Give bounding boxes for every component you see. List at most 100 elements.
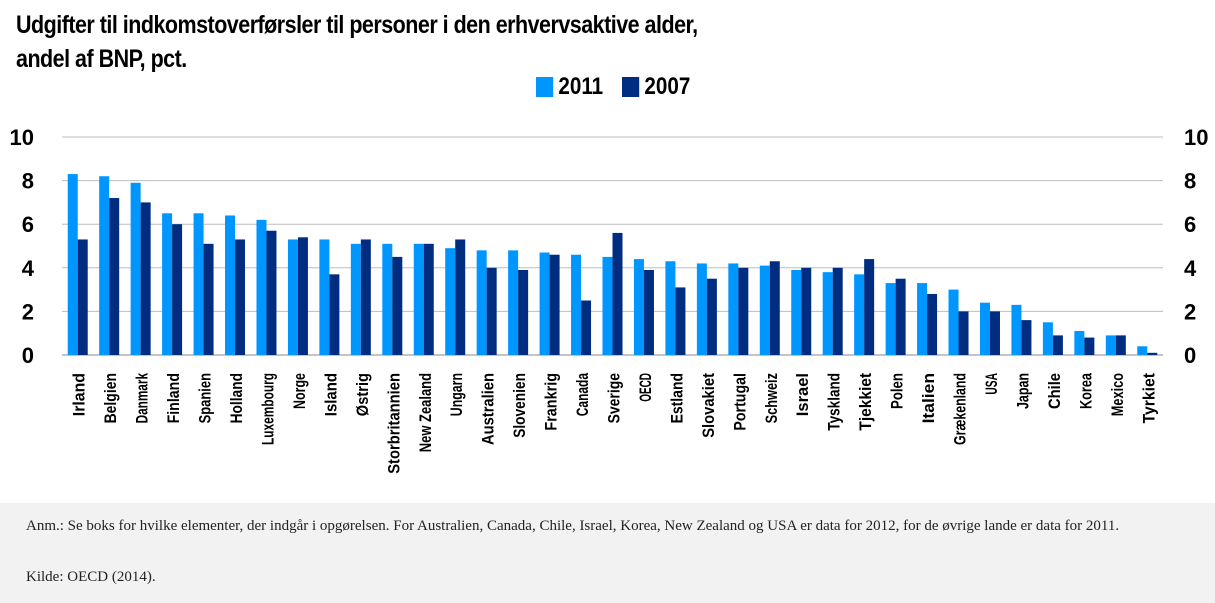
chart-note: Anm.: Se boks for hvilke elementer, der …: [26, 518, 1120, 534]
y-tick-right-6: 6: [1184, 212, 1196, 237]
bar-2011-11: [413, 243, 424, 355]
x-tick-label-14: Slovenien: [510, 373, 529, 438]
bar-2011-16: [571, 254, 582, 355]
bar-2007-4: [203, 243, 214, 355]
bar-2007-14: [518, 269, 529, 355]
bar-2011-23: [791, 269, 802, 355]
bar-2011-20: [696, 263, 707, 355]
x-tick-label-17: Sverige: [605, 373, 624, 423]
x-tick-label-27: Italien: [919, 373, 938, 423]
legend-item-2007: 2007: [622, 73, 690, 101]
x-tick-label-3: Finland: [164, 373, 183, 423]
legend-label-2007: 2007: [644, 73, 691, 100]
bar-2007-19: [675, 287, 686, 355]
bar-2007-6: [266, 230, 277, 355]
legend-item-2011: 2011: [536, 73, 603, 101]
bar-2007-34: [1147, 352, 1158, 355]
y-tick-right-0: 0: [1184, 343, 1196, 368]
x-tick-label-28: Grækenland: [951, 373, 970, 445]
bar-2007-25: [864, 259, 875, 355]
bar-2011-27: [917, 283, 928, 355]
bar-2011-21: [728, 263, 739, 355]
x-tick-label-0: Irland: [70, 373, 89, 416]
bar-2011-5: [225, 215, 236, 355]
bar-2011-17: [602, 256, 613, 355]
bar-2007-13: [486, 267, 497, 355]
bar-2011-4: [193, 213, 204, 355]
bar-2011-3: [162, 213, 173, 355]
bar-2007-28: [958, 311, 969, 355]
x-tick-label-11: New Zealand: [416, 373, 435, 452]
bar-2011-13: [476, 250, 487, 355]
bar-2011-33: [1105, 335, 1116, 355]
bar-2007-10: [392, 256, 403, 355]
bar-2007-11: [423, 243, 434, 355]
x-tick-label-26: Polen: [888, 373, 907, 409]
y-tick-left-6: 6: [22, 212, 34, 237]
x-tick-label-31: Chile: [1045, 373, 1064, 409]
bar-2011-0: [67, 174, 78, 355]
bar-2011-15: [539, 252, 550, 355]
bar-2011-24: [822, 272, 833, 355]
x-tick-label-13: Australien: [479, 373, 498, 445]
y-tick-left-10: 10: [10, 125, 34, 150]
bar-2007-32: [1084, 337, 1095, 355]
bar-2007-1: [109, 198, 120, 355]
legend-label-2011: 2011: [558, 73, 604, 100]
x-tick-label-9: Østrig: [353, 373, 372, 416]
bar-2007-18: [643, 269, 654, 355]
x-tick-label-1: Belgien: [101, 373, 120, 423]
bar-2007-27: [927, 293, 938, 355]
note-box: [0, 503, 1215, 603]
bar-2007-12: [455, 239, 466, 355]
bar-2007-29: [989, 311, 1000, 355]
bar-2011-25: [854, 274, 865, 355]
x-tick-label-33: Mexico: [1108, 373, 1127, 416]
bar-2011-22: [759, 265, 770, 355]
x-tick-label-5: Holland: [227, 373, 246, 423]
bar-2007-30: [1021, 320, 1032, 355]
legend-swatch-2011: [536, 77, 554, 97]
x-tick-label-21: Portugal: [730, 373, 749, 431]
bar-2011-12: [445, 248, 456, 355]
bar-2007-23: [801, 267, 812, 355]
y-tick-right-2: 2: [1184, 299, 1196, 324]
x-tick-label-23: Israel: [793, 373, 812, 416]
x-tick-label-22: Schweiz: [762, 373, 781, 423]
y-tick-right-10: 10: [1184, 125, 1208, 150]
x-tick-label-6: Luxembourg: [258, 373, 277, 445]
bar-2011-28: [948, 289, 959, 355]
bar-2011-19: [665, 261, 676, 355]
legend: 2011 2007: [536, 73, 709, 101]
bar-2007-15: [549, 254, 560, 355]
x-tick-label-8: Island: [321, 373, 340, 416]
x-tick-label-20: Slovakiet: [699, 373, 718, 438]
chart-source: Kilde: OECD (2014).: [26, 569, 156, 585]
bar-2007-26: [895, 278, 906, 355]
x-tick-label-7: Norge: [290, 373, 309, 409]
bar-2011-32: [1074, 331, 1085, 355]
x-tick-label-4: Spanien: [196, 373, 215, 423]
bar-2011-9: [350, 243, 361, 355]
x-tick-label-19: Estland: [667, 373, 686, 423]
y-tick-left-8: 8: [22, 169, 34, 194]
x-tick-label-29: USA: [982, 373, 1001, 395]
x-tick-label-12: Ungarn: [447, 373, 466, 416]
bar-2011-26: [885, 283, 896, 355]
x-tick-label-2: Danmark: [133, 373, 152, 424]
x-tick-label-24: Tyskland: [825, 373, 844, 431]
x-tick-label-25: Tjekkiet: [856, 373, 875, 431]
bar-2011-34: [1137, 346, 1148, 355]
bar-2007-33: [1115, 335, 1126, 355]
x-tick-label-10: Storbritannien: [384, 373, 403, 474]
legend-swatch-2007: [622, 77, 640, 97]
bar-2011-2: [130, 182, 141, 355]
x-tick-label-32: Korea: [1076, 373, 1095, 409]
chart-title: Udgifter til indkomstoverførsler til per…: [16, 8, 790, 76]
bar-2011-30: [1011, 304, 1022, 355]
y-tick-right-4: 4: [1184, 256, 1197, 281]
y-tick-left-2: 2: [22, 299, 34, 324]
bar-2011-14: [508, 250, 519, 355]
bar-2007-24: [832, 267, 843, 355]
bar-2007-2: [140, 202, 151, 355]
